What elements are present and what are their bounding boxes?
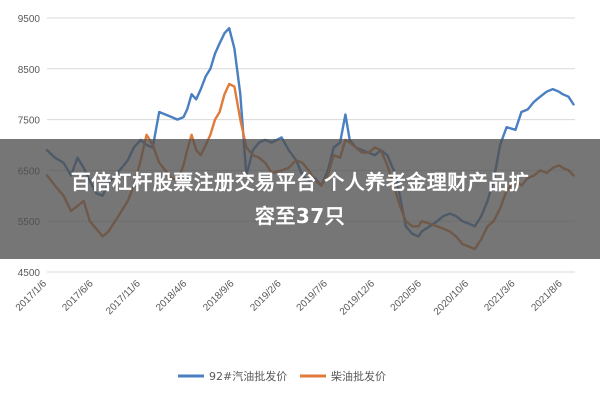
y-tick-label: 4500: [18, 268, 41, 279]
x-tick-label: 2018/9/6: [201, 278, 237, 314]
y-tick-label: 8500: [18, 65, 41, 76]
x-tick-label: 2017/6/6: [60, 278, 96, 314]
y-tick-label: 7500: [18, 116, 41, 127]
x-axis-labels: 2017/1/6 2017/6/6 2017/11/6 2018/4/6 2018/9/…: [14, 278, 565, 318]
x-tick-label: 2021/3/6: [482, 278, 518, 314]
legend-label-1: 92#汽油批发价: [209, 369, 287, 383]
x-tick-label: 2019/2/6: [248, 278, 284, 314]
x-tick-label: 2019/7/6: [295, 278, 331, 314]
y-tick-label: 9500: [18, 14, 41, 25]
x-tick-label: 2021/8/6: [529, 278, 565, 314]
overlay-banner: 百倍杠杆股票注册交易平台 个人养老金理财产品扩 容至37只: [0, 139, 600, 259]
x-tick-label: 2018/4/6: [154, 278, 190, 314]
legend-label-2: 柴油批发价: [331, 369, 386, 383]
overlay-title-line-2: 容至37只: [254, 204, 346, 228]
overlay-title-line-1: 百倍杠杆股票注册交易平台 个人养老金理财产品扩: [70, 170, 530, 194]
x-tick-label: 2017/1/6: [14, 278, 50, 314]
x-tick-label: 2020/5/6: [389, 278, 425, 314]
x-tick-label: 2017/11/6: [104, 278, 143, 317]
x-tick-label: 2020/10/6: [432, 278, 472, 318]
x-tick-label: 2019/12/6: [338, 278, 378, 318]
legend: 92#汽油批发价 柴油批发价: [178, 369, 386, 383]
